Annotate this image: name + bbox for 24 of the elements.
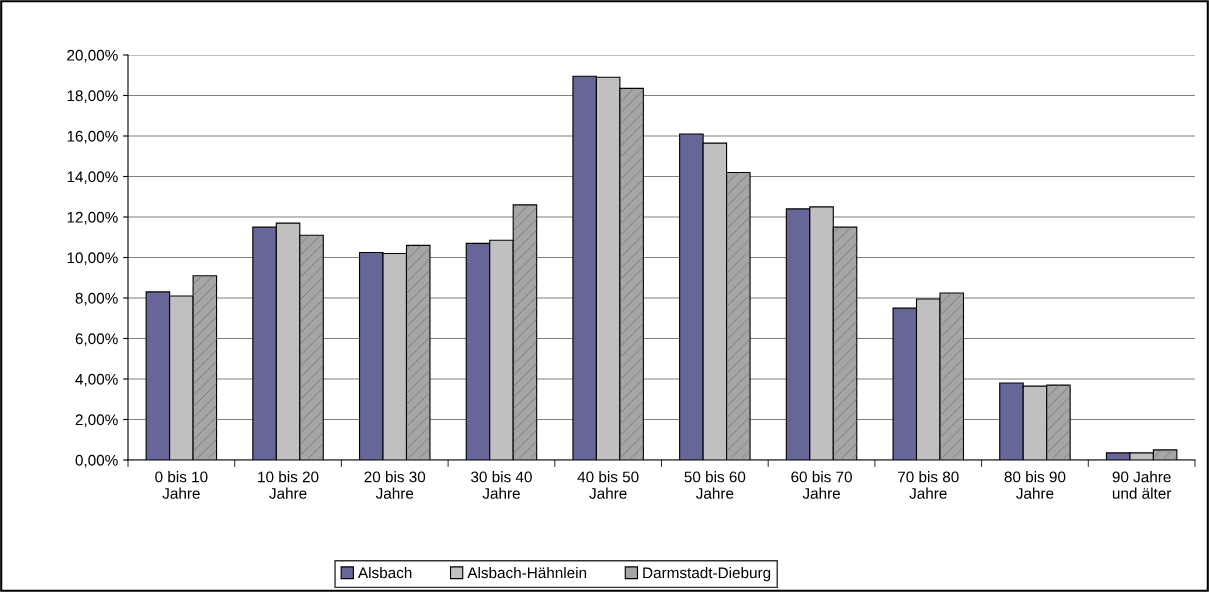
x-tick-label: 50 bis 60 Jahre [684, 471, 746, 499]
x-tick-label: 0 bis 10 Jahre [155, 471, 208, 499]
x-tick-label: 20 bis 30 Jahre [364, 471, 426, 499]
y-tick-label: 12,00% [67, 211, 118, 225]
x-tick-label: 60 bis 70 Jahre [791, 471, 852, 499]
y-tick-label: 2,00% [75, 414, 118, 427]
y-tick-label: 18,00% [67, 90, 118, 103]
y-tick-label: 20,00% [67, 49, 118, 63]
y-tick-label: 6,00% [75, 333, 118, 346]
y-tick-label: 8,00% [75, 292, 118, 306]
legend-label: Alsbach-Hähnlein [467, 566, 587, 579]
y-tick-label: 0,00% [75, 454, 118, 468]
legend-label: Alsbach [358, 566, 412, 579]
y-tick-label: 10,00% [67, 252, 118, 265]
x-tick-label: 70 bis 80 Jahre [898, 471, 959, 499]
x-tick-label: 90 Jahre und älter [1112, 471, 1172, 499]
x-tick-label: 40 bis 50 Jahre [577, 471, 639, 499]
y-tick-label: 16,00% [67, 130, 118, 144]
x-tick-label: 30 bis 40 Jahre [471, 471, 532, 499]
legend-label: Darmstadt-Dieburg [643, 566, 771, 582]
x-tick-label: 80 bis 90 Jahre [1004, 471, 1066, 499]
y-tick-label: 4,00% [75, 373, 118, 387]
x-tick-label: 10 bis 20 Jahre [258, 471, 319, 499]
y-tick-label: 14,00% [67, 171, 118, 184]
